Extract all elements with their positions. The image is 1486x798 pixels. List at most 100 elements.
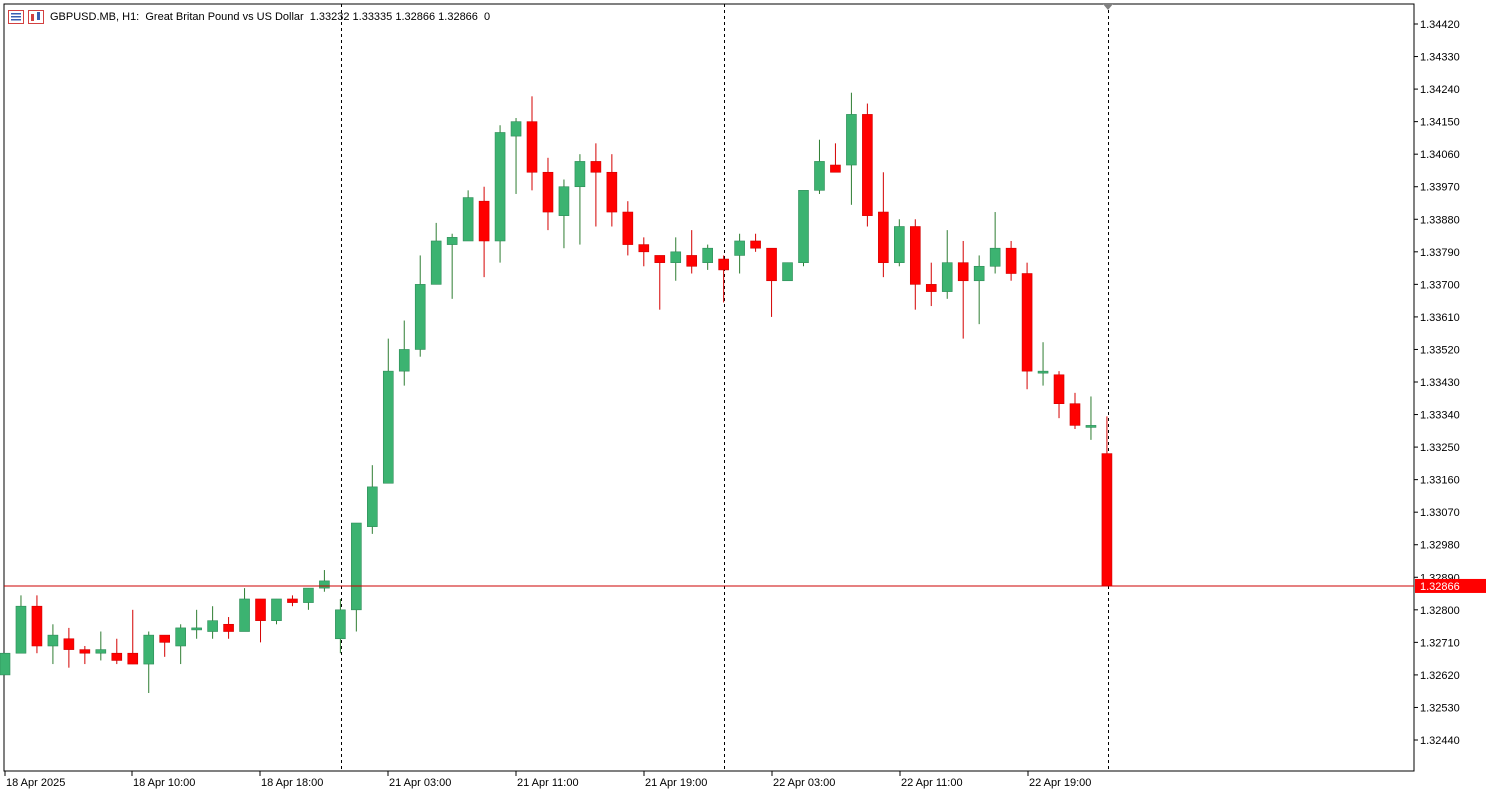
candle-body[interactable] bbox=[846, 114, 857, 166]
candle-body[interactable] bbox=[15, 605, 27, 654]
candle-body[interactable] bbox=[1021, 273, 1033, 372]
candle-body[interactable] bbox=[1037, 370, 1049, 374]
candle-body[interactable] bbox=[478, 200, 490, 242]
candle-body[interactable] bbox=[63, 638, 75, 650]
candle-body[interactable] bbox=[175, 627, 186, 647]
candle-body[interactable] bbox=[1005, 247, 1017, 274]
y-axis-label: 1.32620 bbox=[1420, 670, 1460, 682]
candle-body[interactable] bbox=[207, 620, 218, 632]
chart-header: GBPUSD.MB, H1: Great Britan Pound vs US … bbox=[8, 8, 490, 26]
candle-body[interactable] bbox=[957, 262, 969, 282]
candle-body[interactable] bbox=[1101, 453, 1113, 587]
candle-body[interactable] bbox=[79, 649, 91, 654]
candle-body[interactable] bbox=[351, 522, 362, 611]
candle-body[interactable] bbox=[558, 186, 570, 216]
candle-body[interactable] bbox=[989, 247, 1001, 267]
candle-body[interactable] bbox=[462, 197, 474, 242]
candle-body[interactable] bbox=[303, 587, 314, 603]
y-axis-label: 1.32710 bbox=[1420, 637, 1460, 649]
candle-body[interactable] bbox=[894, 226, 905, 263]
candle-body[interactable] bbox=[702, 247, 713, 263]
candle-body[interactable] bbox=[909, 226, 921, 285]
candle-body[interactable] bbox=[95, 649, 107, 654]
candle-body[interactable] bbox=[414, 284, 426, 350]
market-watch-icon bbox=[8, 10, 24, 24]
candle-body[interactable] bbox=[734, 240, 745, 256]
x-axis-label: 22 Apr 03:00 bbox=[773, 777, 835, 789]
candle-body[interactable] bbox=[542, 171, 554, 213]
candle-body[interactable] bbox=[830, 164, 841, 173]
candle-body[interactable] bbox=[878, 211, 889, 263]
candle-body[interactable] bbox=[718, 258, 729, 271]
candle-body[interactable] bbox=[606, 171, 618, 213]
candle-body[interactable] bbox=[782, 262, 793, 282]
x-axis-label: 21 Apr 11:00 bbox=[517, 777, 579, 789]
candle-body[interactable] bbox=[446, 237, 458, 245]
y-axis-label: 1.33880 bbox=[1420, 214, 1460, 226]
y-axis-label: 1.32440 bbox=[1420, 735, 1460, 747]
candle-body[interactable] bbox=[1053, 374, 1065, 404]
candle-body[interactable] bbox=[686, 255, 698, 267]
candle-body[interactable] bbox=[111, 652, 123, 661]
candle-body[interactable] bbox=[973, 265, 985, 282]
candle-body[interactable] bbox=[574, 161, 586, 188]
candle-body[interactable] bbox=[1085, 425, 1097, 428]
candle-body[interactable] bbox=[590, 161, 602, 173]
candle-body[interactable] bbox=[430, 240, 442, 285]
candle-body[interactable] bbox=[47, 634, 59, 647]
candle-body[interactable] bbox=[670, 251, 682, 263]
candle-body[interactable] bbox=[287, 598, 298, 603]
candle-body[interactable] bbox=[255, 598, 266, 621]
candle-body[interactable] bbox=[941, 262, 953, 292]
y-axis-label: 1.33340 bbox=[1420, 410, 1460, 422]
candle-body[interactable] bbox=[798, 190, 809, 263]
current-price-tag bbox=[1415, 578, 1486, 593]
y-axis-label: 1.34060 bbox=[1420, 149, 1460, 161]
candle-body[interactable] bbox=[127, 652, 139, 665]
candle-body[interactable] bbox=[654, 255, 666, 263]
candle-body[interactable] bbox=[319, 580, 330, 589]
y-axis-label: 1.32530 bbox=[1420, 702, 1460, 714]
x-axis-label: 22 Apr 11:00 bbox=[901, 777, 963, 789]
candle-body[interactable] bbox=[638, 244, 650, 253]
y-axis-label: 1.33250 bbox=[1420, 442, 1460, 454]
x-axis-label: 18 Apr 18:00 bbox=[261, 777, 323, 789]
plot-area[interactable] bbox=[3, 3, 1415, 772]
candle-body[interactable] bbox=[159, 634, 170, 643]
candle-body[interactable] bbox=[382, 370, 394, 484]
candle-body[interactable] bbox=[271, 598, 282, 621]
x-axis-label: 18 Apr 2025 bbox=[6, 777, 65, 789]
candle-body[interactable] bbox=[239, 598, 250, 632]
x-axis-label: 18 Apr 10:00 bbox=[133, 777, 195, 789]
candle-body[interactable] bbox=[0, 652, 11, 676]
candle-body[interactable] bbox=[766, 247, 777, 282]
y-axis-label: 1.33970 bbox=[1420, 182, 1460, 194]
candle-body[interactable] bbox=[31, 605, 43, 647]
candle-body[interactable] bbox=[367, 486, 378, 527]
y-axis-label: 1.33610 bbox=[1420, 312, 1460, 324]
candle-body[interactable] bbox=[191, 627, 202, 631]
candle-body[interactable] bbox=[622, 211, 634, 245]
candle-body[interactable] bbox=[1069, 403, 1081, 426]
candle-body[interactable] bbox=[494, 132, 506, 242]
y-axis-label: 1.34330 bbox=[1420, 52, 1460, 64]
candle-body[interactable] bbox=[223, 623, 234, 632]
candle-body[interactable] bbox=[925, 284, 937, 292]
candle-body[interactable] bbox=[526, 121, 538, 173]
candle-body[interactable] bbox=[862, 114, 873, 216]
y-axis-label: 1.33520 bbox=[1420, 344, 1460, 356]
y-axis-label: 1.34240 bbox=[1420, 84, 1460, 96]
y-axis-label: 1.33700 bbox=[1420, 279, 1460, 291]
candle-body[interactable] bbox=[143, 634, 155, 665]
x-axis-label: 21 Apr 03:00 bbox=[389, 777, 451, 789]
candle-body[interactable] bbox=[398, 349, 410, 372]
y-axis-label: 1.33070 bbox=[1420, 507, 1460, 519]
candle-body[interactable] bbox=[750, 240, 761, 249]
y-axis-label: 1.32800 bbox=[1420, 605, 1460, 617]
candle-body[interactable] bbox=[814, 161, 825, 191]
candle-body[interactable] bbox=[335, 609, 346, 640]
candle-body[interactable] bbox=[510, 121, 522, 137]
y-axis-label: 1.34420 bbox=[1420, 19, 1460, 31]
